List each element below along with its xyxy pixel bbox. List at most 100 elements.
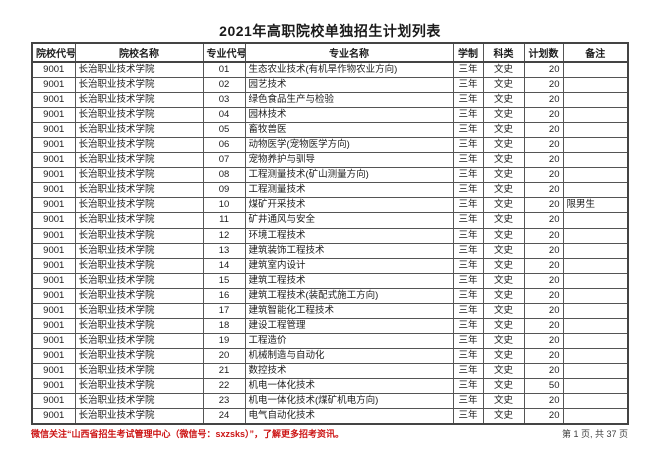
table-body: 9001 长治职业技术学院 01 生态农业技术(有机旱作物农业方向) 三年 文史 20 900…	[31, 61, 629, 425]
cell-duration: 三年	[452, 107, 484, 124]
table-row: 9001 长治职业技术学院 12 环境工程技术 三年 文史 20	[31, 227, 629, 244]
cell-category: 文史	[482, 167, 525, 184]
cell-major-code: 06	[202, 137, 246, 154]
table-row: 9001 长治职业技术学院 24 电气自动化技术 三年 文史 20	[31, 408, 629, 425]
cell-category: 文史	[482, 317, 525, 334]
cell-major-name: 园艺技术	[244, 77, 454, 94]
cell-college-code: 9001	[31, 257, 76, 274]
cell-college-code: 9001	[31, 408, 76, 425]
cell-plan-count: 20	[523, 408, 564, 425]
cell-college-name: 长治职业技术学院	[74, 317, 204, 334]
cell-major-name: 建筑工程技术	[244, 272, 454, 289]
wechat-notice: 微信关注“山西省招生考试管理中心（微信号：sxzsks）”，了解更多招考资讯。	[31, 429, 345, 439]
cell-college-code: 9001	[31, 332, 76, 349]
cell-college-name: 长治职业技术学院	[74, 302, 204, 319]
cell-category: 文史	[482, 362, 525, 379]
cell-plan-count: 20	[523, 287, 564, 304]
cell-duration: 三年	[452, 287, 484, 304]
cell-category: 文史	[482, 272, 525, 289]
column-header-note: 备注	[562, 42, 629, 63]
cell-plan-count: 20	[523, 362, 564, 379]
cell-college-code: 9001	[31, 152, 76, 169]
table-row: 9001 长治职业技术学院 08 工程测量技术(矿山测量方向) 三年 文史 20	[31, 167, 629, 184]
cell-note	[562, 393, 629, 410]
cell-note	[562, 332, 629, 349]
cell-major-name: 生态农业技术(有机旱作物农业方向)	[244, 61, 454, 79]
cell-plan-count: 20	[523, 77, 564, 94]
cell-duration: 三年	[452, 393, 484, 410]
cell-category: 文史	[482, 92, 525, 109]
cell-college-name: 长治职业技术学院	[74, 107, 204, 124]
table-row: 9001 长治职业技术学院 09 工程测量技术 三年 文史 20	[31, 182, 629, 199]
table-row: 9001 长治职业技术学院 11 矿井通风与安全 三年 文史 20	[31, 212, 629, 229]
cell-duration: 三年	[452, 332, 484, 349]
cell-major-code: 16	[202, 287, 246, 304]
table-row: 9001 长治职业技术学院 05 畜牧兽医 三年 文史 20	[31, 122, 629, 139]
cell-duration: 三年	[452, 347, 484, 364]
page-footer: 微信关注“山西省招生考试管理中心（微信号：sxzsks）”，了解更多招考资讯。 …	[31, 427, 628, 440]
cell-college-name: 长治职业技术学院	[74, 362, 204, 379]
table-row: 9001 长治职业技术学院 20 机械制造与自动化 三年 文史 20	[31, 347, 629, 364]
cell-plan-count: 20	[523, 317, 564, 334]
cell-plan-count: 20	[523, 272, 564, 289]
cell-major-code: 01	[202, 61, 246, 79]
cell-plan-count: 20	[523, 107, 564, 124]
cell-major-code: 02	[202, 77, 246, 94]
cell-college-name: 长治职业技术学院	[74, 287, 204, 304]
cell-category: 文史	[482, 182, 525, 199]
cell-note	[562, 122, 629, 139]
cell-college-name: 长治职业技术学院	[74, 152, 204, 169]
cell-duration: 三年	[452, 272, 484, 289]
cell-plan-count: 20	[523, 122, 564, 139]
cell-college-code: 9001	[31, 302, 76, 319]
cell-note	[562, 61, 629, 79]
cell-major-name: 煤矿开采技术	[244, 197, 454, 214]
cell-major-code: 14	[202, 257, 246, 274]
cell-note	[562, 377, 629, 395]
cell-college-code: 9001	[31, 167, 76, 184]
cell-note	[562, 107, 629, 124]
cell-duration: 三年	[452, 212, 484, 229]
column-header-college-code: 院校代号	[31, 42, 76, 63]
cell-note	[562, 302, 629, 319]
cell-note	[562, 287, 629, 304]
cell-major-name: 园林技术	[244, 107, 454, 124]
page-number: 第 1 页, 共 37 页	[561, 429, 628, 439]
cell-college-code: 9001	[31, 197, 76, 214]
cell-note	[562, 92, 629, 109]
cell-major-code: 08	[202, 167, 246, 184]
table-row: 9001 长治职业技术学院 18 建设工程管理 三年 文史 20	[31, 317, 629, 334]
table-row: 9001 长治职业技术学院 21 数控技术 三年 文史 20	[31, 362, 629, 379]
cell-note	[562, 347, 629, 364]
cell-plan-count: 20	[523, 332, 564, 349]
cell-category: 文史	[482, 393, 525, 410]
table-row: 9001 长治职业技术学院 17 建筑智能化工程技术 三年 文史 20	[31, 302, 629, 319]
cell-college-name: 长治职业技术学院	[74, 393, 204, 410]
cell-major-code: 15	[202, 272, 246, 289]
cell-major-name: 畜牧兽医	[244, 122, 454, 139]
cell-category: 文史	[482, 137, 525, 154]
cell-category: 文史	[482, 197, 525, 214]
enrollment-plan-table: 院校代号 院校名称 专业代号 专业名称 学制 科类 计划数 备注 9001 长治职…	[31, 42, 629, 426]
cell-duration: 三年	[452, 92, 484, 109]
cell-college-code: 9001	[31, 317, 76, 334]
cell-plan-count: 20	[523, 212, 564, 229]
table-row: 9001 长治职业技术学院 22 机电一体化技术 三年 文史 50	[31, 377, 629, 395]
cell-category: 文史	[482, 257, 525, 274]
cell-category: 文史	[482, 107, 525, 124]
cell-college-code: 9001	[31, 393, 76, 410]
cell-note	[562, 182, 629, 199]
cell-major-name: 宠物养护与驯导	[244, 152, 454, 169]
cell-category: 文史	[482, 152, 525, 169]
cell-duration: 三年	[452, 227, 484, 244]
cell-college-code: 9001	[31, 242, 76, 259]
cell-note	[562, 257, 629, 274]
table-row: 9001 长治职业技术学院 03 绿色食品生产与检验 三年 文史 20	[31, 92, 629, 109]
cell-major-code: 23	[202, 393, 246, 410]
cell-major-name: 工程测量技术(矿山测量方向)	[244, 167, 454, 184]
cell-major-code: 09	[202, 182, 246, 199]
cell-major-name: 工程测量技术	[244, 182, 454, 199]
cell-college-name: 长治职业技术学院	[74, 377, 204, 395]
cell-duration: 三年	[452, 77, 484, 94]
